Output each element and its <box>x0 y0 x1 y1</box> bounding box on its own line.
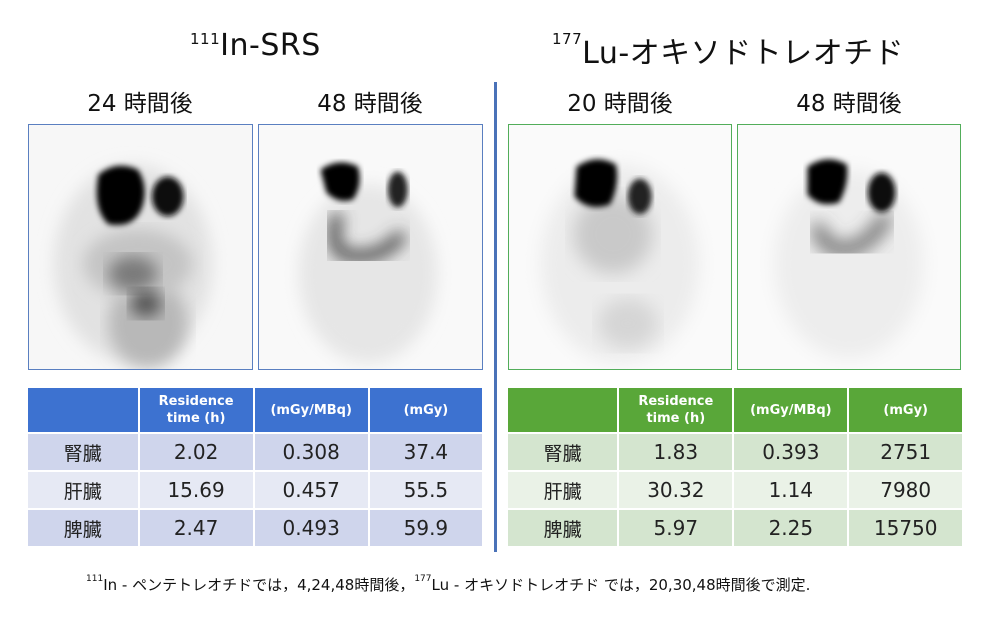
footnote-sup-1: 111 <box>86 574 104 584</box>
header-residence-time: Residence time (h) <box>619 388 733 432</box>
footnote-part-1: In - ペンテトレオチドでは，4,24,48時間後， <box>103 576 415 594</box>
table-row: 腎臓 2.02 0.308 37.4 <box>28 434 482 470</box>
left-time-label-2: 48 時間後 <box>317 91 423 117</box>
right-title-superscript: 177 <box>552 30 583 48</box>
header-organ <box>28 388 138 432</box>
footnote-sup-2: 177 <box>414 574 432 584</box>
header-mgy: (mGy) <box>369 388 482 432</box>
header-mgy: (mGy) <box>849 388 962 432</box>
organ-cell: 肝臓 <box>28 472 138 508</box>
organ-cell: 腎臓 <box>28 434 138 470</box>
scan-image-in-48h <box>258 124 483 370</box>
organ-cell: 腎臓 <box>508 434 618 470</box>
table-header-row: Residence time (h) (mGy/MBq) (mGy) <box>28 388 482 432</box>
scan-image-lu-20h <box>508 124 732 370</box>
footnote: 111In - ペンテトレオチドでは，4,24,48時間後，177Lu - オキ… <box>86 574 810 595</box>
table-row: 肝臓 30.32 1.14 7980 <box>508 472 962 508</box>
left-panel-title: 111In-SRS <box>190 28 321 63</box>
header-organ <box>508 388 618 432</box>
per-mbq-cell: 0.308 <box>254 434 368 470</box>
right-panel-title: 177Lu-オキソドトレオチド <box>552 28 904 72</box>
organ-cell: 脾臓 <box>28 510 138 546</box>
table-row: 脾臓 2.47 0.493 59.9 <box>28 510 482 546</box>
scan-image-lu-48h <box>737 124 961 370</box>
footnote-part-2: Lu - オキソドトレオチド では，20,30,48時間後で測定. <box>431 576 811 594</box>
residence-cell: 1.83 <box>619 434 733 470</box>
right-time-label-1: 20 時間後 <box>567 91 673 117</box>
right-time-label-2: 48 時間後 <box>796 91 902 117</box>
table-row: 肝臓 15.69 0.457 55.5 <box>28 472 482 508</box>
residence-cell: 5.97 <box>619 510 733 546</box>
right-title-text: Lu-オキソドトレオチド <box>582 36 905 71</box>
mgy-cell: 37.4 <box>369 434 482 470</box>
per-mbq-cell: 0.457 <box>254 472 368 508</box>
residence-cell: 2.02 <box>139 434 253 470</box>
per-mbq-cell: 0.493 <box>254 510 368 546</box>
left-title-text: In-SRS <box>220 28 321 63</box>
per-mbq-cell: 0.393 <box>734 434 848 470</box>
residence-cell: 15.69 <box>139 472 253 508</box>
organ-cell: 肝臓 <box>508 472 618 508</box>
per-mbq-cell: 1.14 <box>734 472 848 508</box>
organ-cell: 脾臓 <box>508 510 618 546</box>
table-header-row: Residence time (h) (mGy/MBq) (mGy) <box>508 388 962 432</box>
right-dose-table: Residence time (h) (mGy/MBq) (mGy) 腎臓 1.… <box>506 386 964 548</box>
left-title-superscript: 111 <box>190 30 221 48</box>
residence-cell: 2.47 <box>139 510 253 546</box>
left-dose-table: Residence time (h) (mGy/MBq) (mGy) 腎臓 2.… <box>26 386 484 548</box>
residence-cell: 30.32 <box>619 472 733 508</box>
table-row: 脾臓 5.97 2.25 15750 <box>508 510 962 546</box>
panel-divider <box>494 82 497 552</box>
table-row: 腎臓 1.83 0.393 2751 <box>508 434 962 470</box>
mgy-cell: 55.5 <box>369 472 482 508</box>
header-mgy-per-mbq: (mGy/MBq) <box>734 388 848 432</box>
header-residence-time: Residence time (h) <box>139 388 253 432</box>
per-mbq-cell: 2.25 <box>734 510 848 546</box>
mgy-cell: 15750 <box>849 510 962 546</box>
header-mgy-per-mbq: (mGy/MBq) <box>254 388 368 432</box>
mgy-cell: 7980 <box>849 472 962 508</box>
scan-image-in-24h <box>28 124 253 370</box>
mgy-cell: 59.9 <box>369 510 482 546</box>
mgy-cell: 2751 <box>849 434 962 470</box>
left-time-label-1: 24 時間後 <box>87 91 193 117</box>
